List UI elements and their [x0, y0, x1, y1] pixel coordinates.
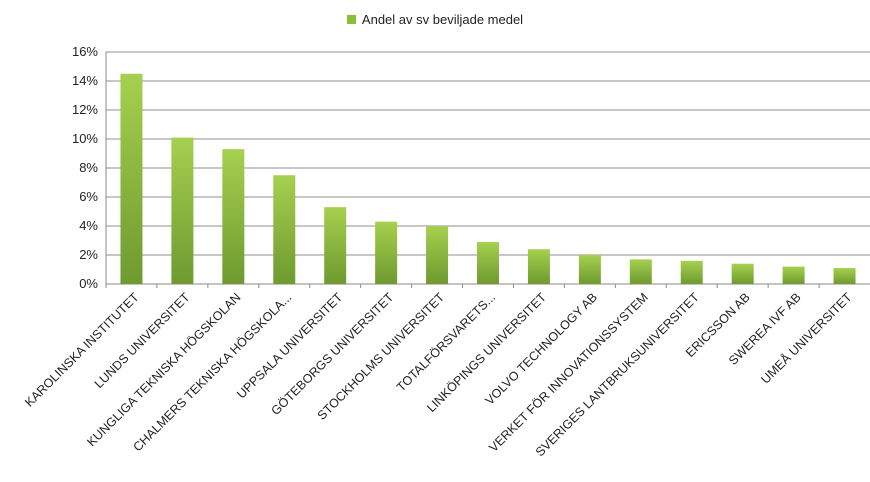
bars [120, 73, 856, 284]
x-tick-label: UMEÅ UNIVERSITET [758, 289, 855, 386]
bar [222, 149, 245, 284]
bar [629, 259, 652, 284]
bar [426, 226, 449, 284]
y-tick-label: 0% [79, 276, 98, 291]
x-tick-label: LUNDS UNIVERSITET [92, 290, 193, 391]
y-tick-label: 14% [72, 73, 98, 88]
bar [120, 73, 143, 284]
y-tick-label: 10% [72, 131, 98, 146]
bar [527, 249, 550, 284]
chart-legend: Andel av sv beviljade medel [0, 12, 870, 27]
x-tick-label: UPPSALA UNIVERSITET [234, 290, 345, 401]
bar [782, 266, 805, 284]
legend-swatch [346, 15, 356, 24]
y-tick-label: 12% [72, 102, 98, 117]
bar [680, 260, 703, 284]
x-tick-label: TOTALFÖRSVARETS... [394, 290, 498, 394]
y-axis-ticks: 0% 2% 4% 6% 8% 10% 12% 14% 16% [72, 44, 98, 291]
bar [375, 221, 398, 284]
bar [731, 263, 754, 284]
bar [171, 137, 194, 284]
y-tick-label: 4% [79, 218, 98, 233]
y-tick-label: 16% [72, 44, 98, 59]
y-tick-label: 6% [79, 189, 98, 204]
bar [324, 207, 347, 284]
bar [833, 268, 856, 284]
y-tick-label: 2% [79, 247, 98, 262]
bar [578, 255, 601, 284]
bar [273, 175, 296, 284]
legend-label: Andel av sv beviljade medel [361, 12, 524, 27]
y-tick-label: 8% [79, 160, 98, 175]
bar [477, 241, 499, 284]
